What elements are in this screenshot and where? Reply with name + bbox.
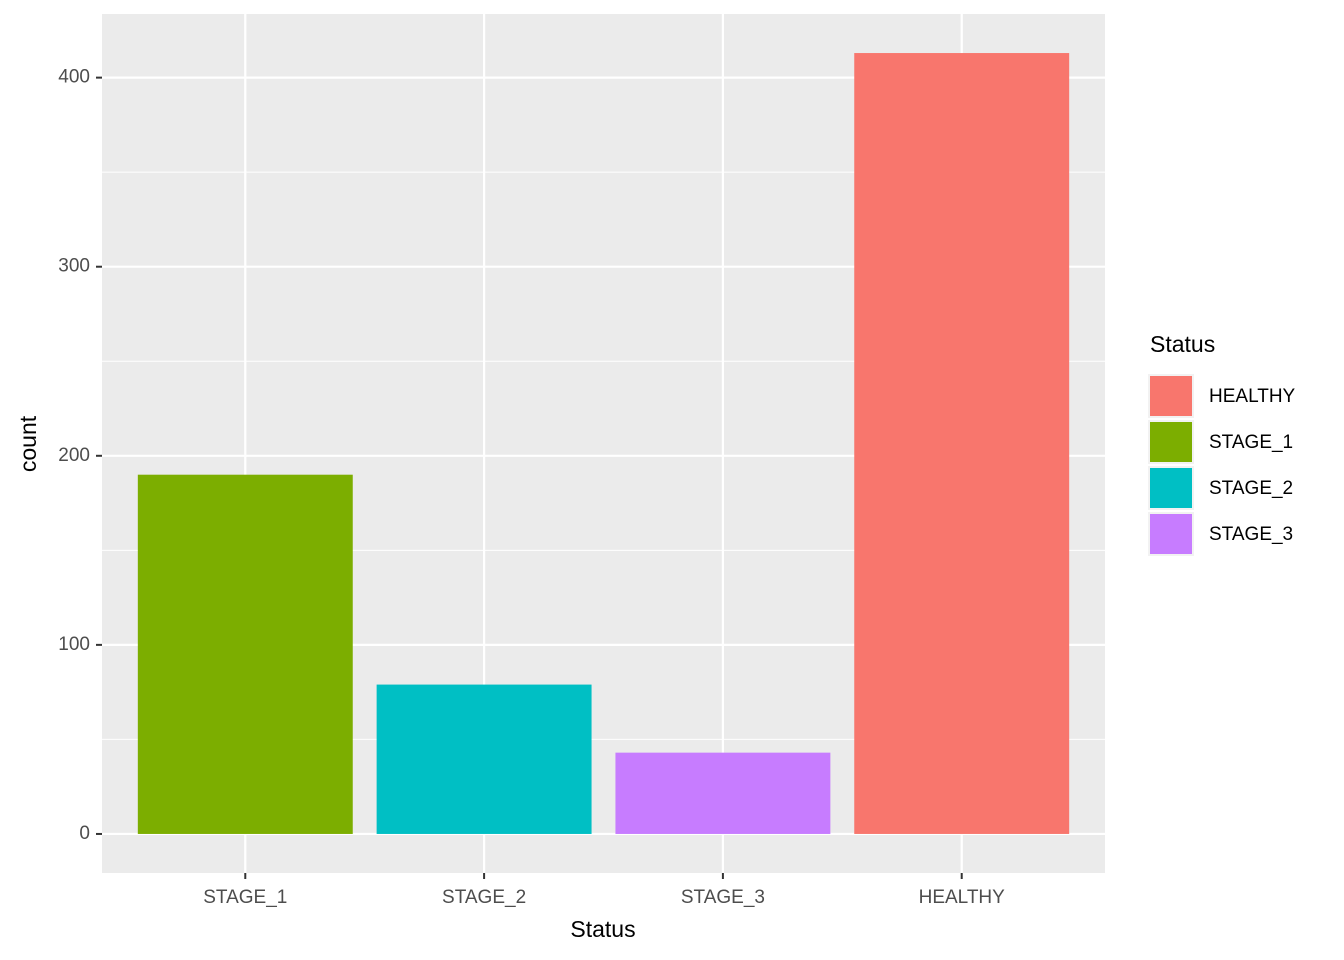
legend-key xyxy=(1150,514,1192,554)
legend-title: Status xyxy=(1150,331,1215,357)
legend-key xyxy=(1150,422,1192,462)
y-tick-label: 0 xyxy=(79,823,90,844)
legend-key xyxy=(1150,376,1192,416)
y-tick-label: 300 xyxy=(58,256,90,277)
y-tick-label: 200 xyxy=(58,445,90,466)
y-tick-label: 100 xyxy=(58,634,90,655)
bar xyxy=(376,684,592,834)
legend-label: STAGE_3 xyxy=(1209,524,1293,545)
bar xyxy=(137,474,353,834)
x-tick-label: HEALTHY xyxy=(919,887,1006,908)
legend-label: HEALTHY xyxy=(1209,386,1296,407)
legend-label: STAGE_2 xyxy=(1209,478,1293,499)
x-tick-label: STAGE_2 xyxy=(442,887,526,908)
x-tick-label: STAGE_1 xyxy=(203,887,287,908)
y-axis-title: count xyxy=(15,415,41,472)
legend-label: STAGE_1 xyxy=(1209,432,1293,453)
bar xyxy=(615,752,831,834)
y-tick-label: 400 xyxy=(58,67,90,88)
x-tick-label: STAGE_3 xyxy=(681,887,765,908)
legend-key xyxy=(1150,468,1192,508)
bar xyxy=(854,53,1070,834)
x-axis-title: Status xyxy=(570,916,635,942)
